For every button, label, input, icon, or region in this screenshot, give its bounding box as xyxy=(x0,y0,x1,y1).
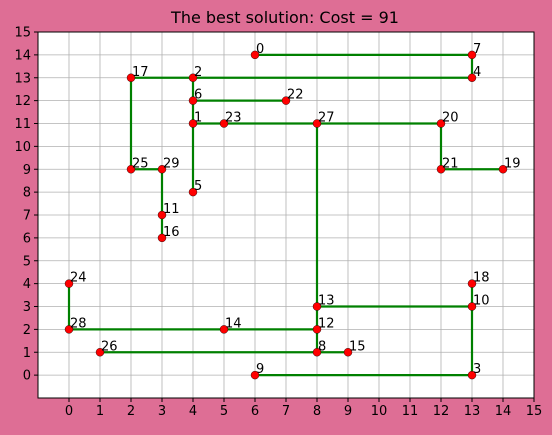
node-label: 29 xyxy=(163,156,180,171)
y-tick-label: 4 xyxy=(23,277,31,292)
node-point xyxy=(126,165,136,174)
node-point xyxy=(436,119,446,128)
node-point xyxy=(64,279,74,288)
y-tick-label: 9 xyxy=(23,163,31,178)
node-point xyxy=(312,119,322,128)
node-point xyxy=(312,302,322,311)
node-point xyxy=(467,370,477,380)
node-point xyxy=(188,119,198,128)
node-point xyxy=(188,73,198,82)
point-layer: 0123456789101112131415161718192021222324… xyxy=(64,42,521,380)
node-label: 4 xyxy=(473,65,481,80)
node-point xyxy=(467,279,477,288)
x-tick-label: 5 xyxy=(220,404,228,419)
node-label: 22 xyxy=(287,88,304,103)
y-tick-label: 12 xyxy=(14,94,31,109)
node-label: 1 xyxy=(194,111,202,126)
node-label: 3 xyxy=(473,362,481,377)
y-tick-label: 0 xyxy=(23,369,31,384)
node-point xyxy=(281,96,291,105)
x-tick-label: 4 xyxy=(189,404,197,419)
x-tick-label: 8 xyxy=(313,404,321,419)
y-tick-label: 6 xyxy=(23,231,31,246)
node-point xyxy=(467,73,477,82)
node-point xyxy=(312,325,322,334)
x-tick-label: 14 xyxy=(495,404,512,419)
x-tick-label: 12 xyxy=(433,404,450,419)
node-point xyxy=(250,370,260,380)
node-label: 19 xyxy=(504,156,521,171)
node-label: 18 xyxy=(473,271,490,286)
node-label: 27 xyxy=(318,111,335,126)
node-point xyxy=(126,73,136,82)
x-tick-label: 13 xyxy=(464,404,481,419)
x-tick-label: 9 xyxy=(344,404,352,419)
x-tick-label: 10 xyxy=(371,404,388,419)
node-label: 28 xyxy=(70,316,87,331)
node-point xyxy=(250,50,260,60)
y-tick-label: 5 xyxy=(23,254,31,269)
node-label: 5 xyxy=(194,179,202,194)
y-tick-label: 7 xyxy=(23,209,31,224)
tick-layer: 0 1 2 3 4 5 6 7 8 9 10 11 12 13 14 15012345678910111213… xyxy=(14,26,542,420)
node-point xyxy=(467,50,477,60)
node-point xyxy=(312,348,322,357)
y-tick-label: 10 xyxy=(14,140,31,155)
node-label: 23 xyxy=(225,111,242,126)
node-label: 20 xyxy=(442,111,459,126)
y-tick-label: 11 xyxy=(14,117,31,132)
x-tick-label: 15 xyxy=(526,404,543,419)
node-label: 2 xyxy=(194,65,202,80)
node-label: 9 xyxy=(256,362,264,377)
y-tick-label: 14 xyxy=(14,48,31,63)
node-label: 17 xyxy=(132,65,149,80)
node-point xyxy=(95,348,105,357)
node-label: 21 xyxy=(442,156,459,171)
node-point xyxy=(498,165,508,174)
x-tick-label: 1 xyxy=(96,404,104,419)
node-point xyxy=(467,302,477,311)
node-label: 7 xyxy=(473,42,481,57)
node-label: 15 xyxy=(349,339,366,354)
node-label: 24 xyxy=(70,271,87,286)
node-label: 14 xyxy=(225,316,242,331)
node-point xyxy=(188,187,198,197)
node-label: 0 xyxy=(256,42,264,57)
node-point xyxy=(219,325,229,334)
node-point xyxy=(157,233,167,243)
node-label: 25 xyxy=(132,156,149,171)
x-tick-label: 3 xyxy=(158,404,166,419)
y-tick-label: 13 xyxy=(14,71,31,86)
y-tick-label: 1 xyxy=(23,346,31,361)
y-tick-label: 2 xyxy=(23,323,31,338)
node-point xyxy=(64,325,74,334)
node-point xyxy=(219,119,229,128)
node-label: 8 xyxy=(318,339,326,354)
node-label: 16 xyxy=(163,225,180,240)
node-label: 13 xyxy=(318,294,335,309)
x-tick-label: 6 xyxy=(251,404,259,419)
node-label: 26 xyxy=(101,339,118,354)
node-point xyxy=(157,210,167,220)
node-label: 10 xyxy=(473,294,490,309)
node-point xyxy=(157,165,167,174)
x-tick-label: 0 xyxy=(65,404,73,419)
node-point xyxy=(343,348,353,357)
node-point xyxy=(436,165,446,174)
node-label: 6 xyxy=(194,88,202,103)
node-label: 12 xyxy=(318,316,335,331)
x-tick-label: 7 xyxy=(282,404,290,419)
edge-layer xyxy=(67,53,505,377)
x-tick-label: 11 xyxy=(402,404,419,419)
node-label: 11 xyxy=(163,202,180,217)
node-point xyxy=(188,96,198,105)
chart-title: The best solution: Cost = 91 xyxy=(170,8,399,27)
x-tick-label: 2 xyxy=(127,404,135,419)
y-tick-label: 3 xyxy=(23,300,31,315)
y-tick-label: 8 xyxy=(23,186,31,201)
y-tick-label: 15 xyxy=(14,26,31,41)
